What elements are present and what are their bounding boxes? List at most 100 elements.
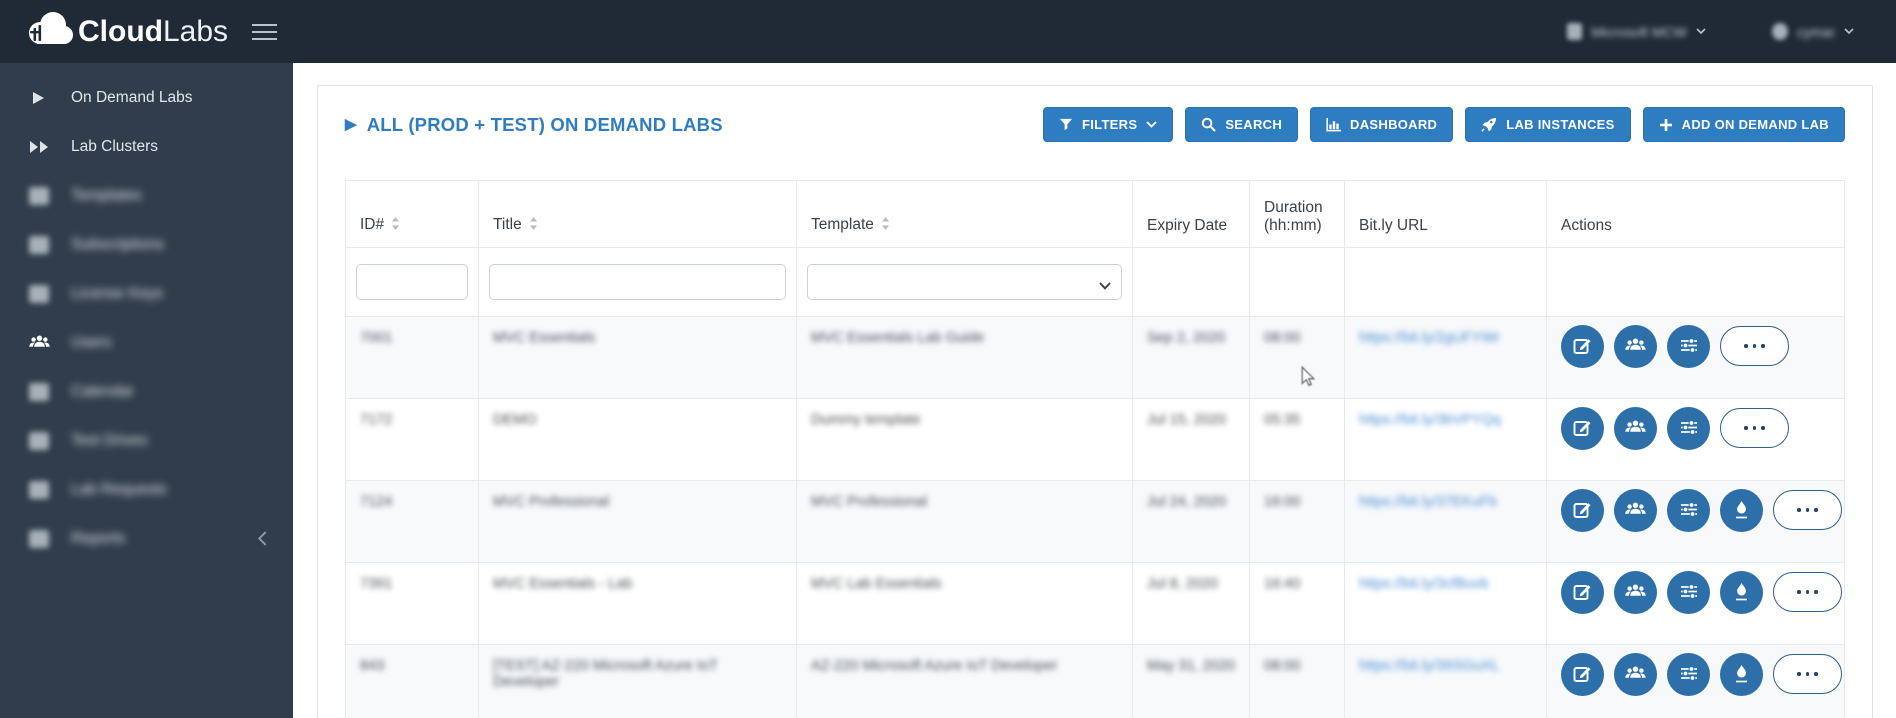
menu-toggle-icon[interactable] — [248, 15, 281, 49]
cell-duration: 08:00 — [1264, 330, 1301, 346]
sort-icon[interactable] — [391, 217, 400, 235]
row-actions — [1561, 653, 1842, 696]
cell-bitly-link[interactable]: https://bit.ly/3cfBuvb — [1359, 576, 1489, 592]
flame-icon — [1734, 582, 1749, 604]
row-more-button[interactable] — [1773, 572, 1842, 612]
users-icon — [1625, 419, 1646, 439]
id-filter-input[interactable] — [356, 264, 468, 300]
button-label: ADD ON DEMAND LAB — [1681, 117, 1829, 132]
sort-icon[interactable] — [881, 217, 890, 235]
cell-title: MVC Professional — [493, 494, 610, 510]
filters-button[interactable]: FILTERS — [1043, 107, 1174, 142]
row-more-button[interactable] — [1720, 326, 1789, 366]
cell-bitly-link[interactable]: https://bit.ly/3bVPYQq — [1359, 412, 1501, 428]
title-filter-input[interactable] — [489, 264, 786, 300]
flame-icon — [1734, 664, 1749, 686]
play-icon: ▶ — [345, 116, 357, 133]
user-menu-label: cymar — [1796, 23, 1835, 40]
row-users-button[interactable] — [1614, 489, 1657, 532]
column-label: Actions — [1561, 217, 1612, 234]
chevron-left-icon[interactable] — [258, 531, 267, 546]
row-users-button[interactable] — [1614, 325, 1657, 368]
row-flame-button[interactable] — [1720, 489, 1763, 532]
cell-duration: 16:40 — [1264, 576, 1301, 592]
cell-id: 7391 — [360, 576, 393, 592]
chevron-down-icon — [1844, 28, 1854, 35]
row-settings-button[interactable] — [1667, 489, 1710, 532]
cell-bitly-link[interactable]: https://bit.ly/37EKuFb — [1359, 494, 1497, 510]
search-button[interactable]: SEARCH — [1185, 107, 1299, 142]
row-more-button[interactable] — [1773, 490, 1842, 530]
sidebar-item-subscriptions[interactable]: Subscriptions — [0, 220, 293, 269]
cell-template: MVC Essentials Lab Guide — [811, 330, 985, 346]
test-drive-icon — [27, 431, 51, 450]
sidebar-item-label: On Demand Labs — [71, 88, 193, 106]
row-settings-button[interactable] — [1667, 325, 1710, 368]
row-edit-button[interactable] — [1561, 325, 1604, 368]
row-edit-button[interactable] — [1561, 489, 1604, 532]
sidebar-item-users[interactable]: Users — [0, 318, 293, 367]
dashboard-button[interactable]: DASHBOARD — [1310, 107, 1454, 142]
row-flame-button[interactable] — [1720, 653, 1763, 696]
column-header-title[interactable]: Title — [478, 180, 797, 248]
sidebar-item-templates[interactable]: Templates — [0, 171, 293, 220]
row-flame-button[interactable] — [1720, 571, 1763, 614]
row-settings-button[interactable] — [1667, 571, 1710, 614]
sliders-icon — [1680, 583, 1698, 603]
edit-icon — [1573, 500, 1592, 522]
lab-instances-button[interactable]: LAB INSTANCES — [1465, 107, 1631, 142]
row-users-button[interactable] — [1614, 653, 1657, 696]
row-users-button[interactable] — [1614, 571, 1657, 614]
cell-bitly-link[interactable]: https://bit.ly/39SGuXL — [1359, 658, 1500, 674]
sidebar-item-lab-requests[interactable]: Lab Requests — [0, 465, 293, 514]
cloudlabs-logo: CloudLabs — [24, 10, 228, 53]
row-edit-button[interactable] — [1561, 571, 1604, 614]
tenant-menu[interactable]: Microsoft MCW — [1567, 23, 1706, 40]
users-icon — [1625, 665, 1646, 685]
row-settings-button[interactable] — [1667, 653, 1710, 696]
sidebar-item-on-demand-labs[interactable]: On Demand Labs — [0, 73, 293, 122]
template-filter-select[interactable] — [807, 264, 1122, 300]
rocket-icon — [1481, 117, 1497, 132]
bar-chart-icon — [1326, 117, 1341, 132]
topbar-right: Microsoft MCW cymar — [1567, 23, 1854, 40]
cell-template: MVC Professional — [811, 494, 928, 510]
cell-bitly-link[interactable]: https://bit.ly/2gUFYWr — [1359, 330, 1500, 346]
sliders-icon — [1680, 419, 1698, 439]
reports-icon — [27, 529, 51, 548]
button-label: DASHBOARD — [1350, 117, 1438, 132]
user-menu[interactable]: cymar — [1771, 23, 1854, 40]
sliders-icon — [1680, 501, 1698, 521]
edit-icon — [1573, 418, 1592, 440]
row-users-button[interactable] — [1614, 407, 1657, 450]
sidebar-item-test-drives[interactable]: Test Drives — [0, 416, 293, 465]
edit-icon — [1573, 336, 1592, 358]
row-edit-button[interactable] — [1561, 653, 1604, 696]
row-actions — [1561, 571, 1842, 614]
row-more-button[interactable] — [1720, 408, 1789, 448]
column-header-id[interactable]: ID# — [345, 180, 479, 248]
row-actions — [1561, 489, 1842, 532]
add-on-demand-lab-button[interactable]: ADD ON DEMAND LAB — [1642, 107, 1845, 142]
column-label: Title — [493, 216, 522, 233]
sidebar: On Demand Labs Lab Clusters Templates Subsc… — [0, 63, 293, 718]
sidebar-item-label: Lab Clusters — [71, 137, 159, 155]
row-more-button[interactable] — [1773, 654, 1842, 694]
cell-title: [TEST] AZ-220 Microsoft Azure IoT Develo… — [493, 658, 718, 690]
button-label: LAB INSTANCES — [1506, 117, 1615, 132]
sidebar-item-license-keys[interactable]: License Keys — [0, 269, 293, 318]
row-settings-button[interactable] — [1667, 407, 1710, 450]
sidebar-item-label: Lab Requests — [71, 480, 167, 498]
row-edit-button[interactable] — [1561, 407, 1604, 450]
table-row: 7124 MVC Professional MVC Professional Jul … — [345, 480, 1845, 563]
caret-down-icon — [1146, 121, 1157, 128]
sort-icon[interactable] — [529, 217, 538, 235]
sidebar-item-reports[interactable]: Reports — [0, 514, 293, 563]
sidebar-item-label: Subscriptions — [71, 235, 165, 253]
cell-duration: 08:00 — [1264, 658, 1301, 674]
sidebar-item-lab-clusters[interactable]: Lab Clusters — [0, 122, 293, 171]
column-header-template[interactable]: Template — [796, 180, 1133, 248]
sidebar-item-calendar[interactable]: Calendar — [0, 367, 293, 416]
table-row: 843 [TEST] AZ-220 Microsoft Azure IoT Dev… — [345, 644, 1845, 718]
play-icon — [27, 91, 51, 105]
